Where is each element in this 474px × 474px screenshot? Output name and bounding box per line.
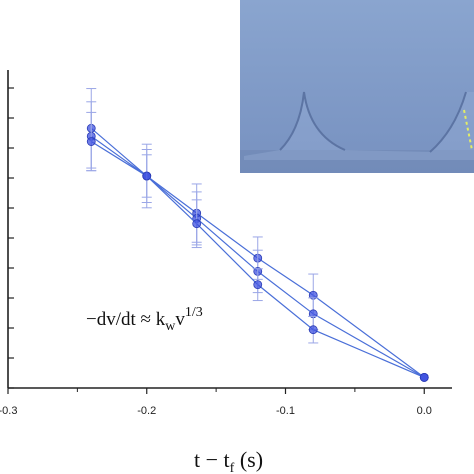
inset-fit-curve [463, 109, 473, 151]
x-tick-label: -0.1 [276, 405, 295, 417]
x-tick-label: -0.3 [0, 405, 17, 417]
inset-photo [240, 0, 474, 173]
series-1-line [90, 135, 425, 378]
series-2-point [253, 280, 263, 290]
series-0-line [90, 127, 425, 378]
series-2-point [192, 219, 202, 229]
plot-area: -0.3 -0.2 -0.1 0.0 [0, 70, 452, 417]
series-2-point [419, 372, 429, 382]
series-2-point [308, 325, 318, 335]
series-2-point [86, 137, 96, 146]
x-tick-label: 0.0 [417, 405, 432, 417]
x-tick-label: -0.2 [137, 405, 156, 417]
series-2-point [142, 171, 152, 181]
inset-background [240, 0, 474, 173]
annotation-equation: −dv/dt ≈ kwv1/3 [86, 305, 203, 334]
series-2-line [90, 141, 425, 378]
x-axis-label: t − tf (s) [194, 447, 263, 474]
inset-floor [240, 150, 474, 173]
inset-droplet-right-outline [429, 91, 467, 153]
inset-droplet-left-outline [279, 91, 346, 151]
